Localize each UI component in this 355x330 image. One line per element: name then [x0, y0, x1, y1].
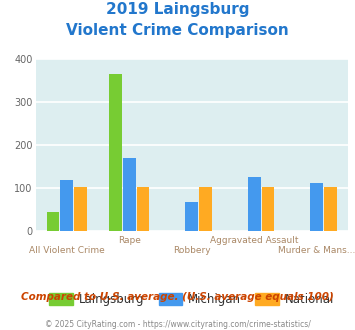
Bar	[248, 178, 261, 231]
Text: Compared to U.S. average. (U.S. average equals 100): Compared to U.S. average. (U.S. average …	[21, 292, 334, 302]
Text: All Violent Crime: All Violent Crime	[29, 246, 105, 255]
Text: Robbery: Robbery	[173, 246, 211, 255]
Text: Violent Crime Comparison: Violent Crime Comparison	[66, 23, 289, 38]
Legend: Laingsburg, Michigan, National: Laingsburg, Michigan, National	[45, 288, 339, 311]
Text: © 2025 CityRating.com - https://www.cityrating.com/crime-statistics/: © 2025 CityRating.com - https://www.city…	[45, 320, 310, 329]
Text: 2019 Laingsburg: 2019 Laingsburg	[106, 2, 249, 16]
Bar	[137, 187, 149, 231]
Bar	[262, 187, 274, 231]
Bar	[109, 74, 122, 231]
Bar	[199, 187, 212, 231]
Text: Aggravated Assault: Aggravated Assault	[210, 236, 299, 245]
Bar	[47, 212, 59, 231]
Text: Murder & Mans...: Murder & Mans...	[278, 246, 355, 255]
Text: Rape: Rape	[118, 236, 141, 245]
Bar	[185, 202, 198, 231]
Bar	[123, 158, 136, 231]
Bar	[324, 187, 337, 231]
Bar	[74, 187, 87, 231]
Bar	[60, 180, 73, 231]
Bar	[310, 182, 323, 231]
